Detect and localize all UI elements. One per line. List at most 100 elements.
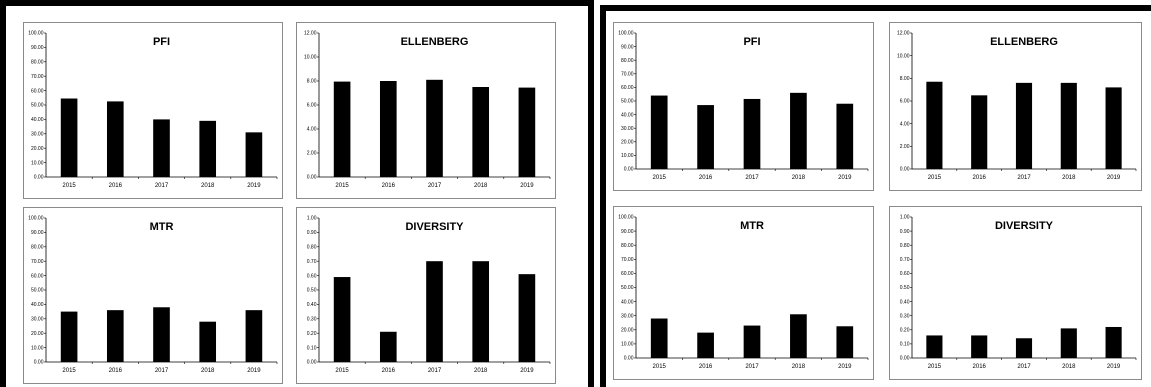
bar	[472, 87, 490, 177]
bar	[836, 103, 854, 169]
y-tick-label: 0.00	[34, 360, 44, 366]
y-tick-label: 20.00	[621, 140, 634, 146]
y-tick-label: 90.00	[31, 45, 44, 51]
bar	[106, 101, 124, 177]
x-tick-label: 2015	[928, 175, 942, 181]
bar	[333, 277, 351, 362]
y-tick-label: 70.00	[31, 259, 44, 265]
bar	[245, 310, 263, 362]
y-tick-label: 30.00	[621, 126, 634, 132]
y-tick-label: 10.00	[304, 55, 317, 61]
bar	[426, 79, 443, 177]
y-tick-label: 2.00	[307, 151, 317, 157]
x-tick-label: 2018	[474, 183, 488, 189]
y-tick-label: 100.00	[618, 215, 634, 221]
y-tick-label: 0.20	[900, 328, 910, 334]
y-tick-label: 0.40	[900, 299, 910, 305]
y-tick-label: 0.50	[307, 288, 317, 294]
x-tick-label: 2018	[474, 368, 488, 374]
y-tick-label: 4.00	[900, 121, 910, 127]
y-tick-label: 40.00	[621, 112, 634, 118]
bar	[60, 311, 78, 362]
x-tick-label: 2016	[973, 175, 987, 181]
x-tick-label: 2018	[201, 368, 215, 374]
y-tick-label: 70.00	[621, 257, 634, 263]
y-tick-label: 0.20	[307, 331, 317, 337]
y-tick-label: 0.30	[307, 317, 317, 323]
y-tick-label: 70.00	[31, 74, 44, 80]
y-tick-label: 10.00	[31, 160, 44, 166]
chart-title: DIVERSITY	[405, 221, 464, 233]
chart-left-diversity: DIVERSITY 0.00 0.10 0.20 0.30 0.40 0.50 0.60 0.7…	[296, 207, 556, 384]
chart-svg: PFI 0.00 10.00 20.00 30.00 40.00 50.00 60.00 70.…	[618, 31, 869, 181]
y-tick-label: 30.00	[31, 317, 44, 323]
bar	[1105, 326, 1122, 358]
x-tick-label: 2019	[520, 368, 534, 374]
chart-title: PFI	[153, 36, 170, 48]
chart-title: PFI	[743, 36, 760, 48]
y-tick-label: 60.00	[31, 273, 44, 279]
x-tick-label: 2017	[745, 364, 759, 370]
chart-title: ELLENBERG	[401, 36, 469, 48]
chart-svg: ELLENBERG 0.00 2.00 4.00 6.00 8.00 10.00 12.00 2…	[897, 31, 1137, 181]
bar	[971, 95, 988, 169]
chart-right-diversity: DIVERSITY 0.00 0.10 0.20 0.30 0.40 0.50 0.60 0.7…	[889, 206, 1142, 380]
x-tick-label: 2018	[792, 364, 806, 370]
x-tick-label: 2019	[520, 183, 534, 189]
y-tick-label: 50.00	[31, 288, 44, 294]
y-tick-label: 0.30	[900, 313, 910, 319]
y-tick-label: 100.00	[618, 31, 634, 37]
chart-left-pfi: PFI 0.00 10.00 20.00 30.00 40.00 50.00 60.00 70.…	[23, 22, 283, 199]
y-tick-label: 0.70	[900, 257, 910, 263]
y-tick-label: 0.00	[624, 356, 634, 362]
y-tick-label: 12.00	[897, 31, 910, 37]
x-tick-label: 2017	[1017, 175, 1031, 181]
chart-left-ellenberg: ELLENBERG 0.00 2.00 4.00 6.00 8.00 10.00 12.00 2…	[296, 22, 556, 199]
chart-svg: ELLENBERG 0.00 2.00 4.00 6.00 8.00 10.00 12.00 2…	[304, 31, 551, 189]
bar	[836, 326, 854, 358]
bar	[106, 310, 124, 362]
y-tick-label: 100.00	[28, 31, 44, 37]
y-tick-label: 10.00	[621, 342, 634, 348]
x-tick-label: 2016	[382, 368, 396, 374]
x-tick-label: 2017	[1017, 364, 1031, 370]
bar	[926, 335, 943, 358]
x-tick-label: 2016	[109, 368, 123, 374]
bar	[518, 274, 536, 362]
x-tick-label: 2016	[699, 175, 713, 181]
x-tick-label: 2017	[428, 183, 442, 189]
y-tick-label: 4.00	[307, 127, 317, 133]
chart-title: MTR	[150, 221, 174, 233]
x-tick-label: 2019	[247, 368, 261, 374]
x-tick-label: 2017	[155, 368, 169, 374]
y-tick-label: 30.00	[621, 313, 634, 319]
y-tick-label: 0.60	[900, 271, 910, 277]
bar	[153, 307, 170, 362]
x-tick-label: 2019	[247, 183, 261, 189]
x-tick-label: 2016	[699, 364, 713, 370]
bar	[1015, 82, 1033, 169]
y-tick-label: 50.00	[31, 103, 44, 109]
x-tick-label: 2015	[62, 368, 76, 374]
y-tick-label: 1.00	[900, 215, 910, 221]
y-tick-label: 6.00	[900, 99, 910, 105]
y-tick-label: 40.00	[31, 117, 44, 123]
y-tick-label: 90.00	[621, 229, 634, 235]
x-tick-label: 2016	[973, 364, 987, 370]
x-tick-label: 2017	[155, 183, 169, 189]
chart-right-ellenberg: ELLENBERG 0.00 2.00 4.00 6.00 8.00 10.00 12.00 2…	[889, 22, 1142, 191]
bar	[743, 98, 761, 169]
y-tick-label: 0.00	[307, 175, 317, 181]
y-tick-label: 10.00	[31, 345, 44, 351]
bar	[697, 105, 714, 169]
chart-title: DIVERSITY	[995, 220, 1054, 232]
y-tick-label: 0.60	[307, 273, 317, 279]
x-tick-label: 2018	[1062, 175, 1076, 181]
y-tick-label: 80.00	[31, 60, 44, 66]
bar	[426, 261, 443, 362]
y-tick-label: 90.00	[621, 44, 634, 50]
y-tick-label: 30.00	[31, 132, 44, 138]
y-tick-label: 0.90	[307, 230, 317, 236]
bar	[971, 335, 988, 358]
y-tick-label: 10.00	[897, 53, 910, 59]
